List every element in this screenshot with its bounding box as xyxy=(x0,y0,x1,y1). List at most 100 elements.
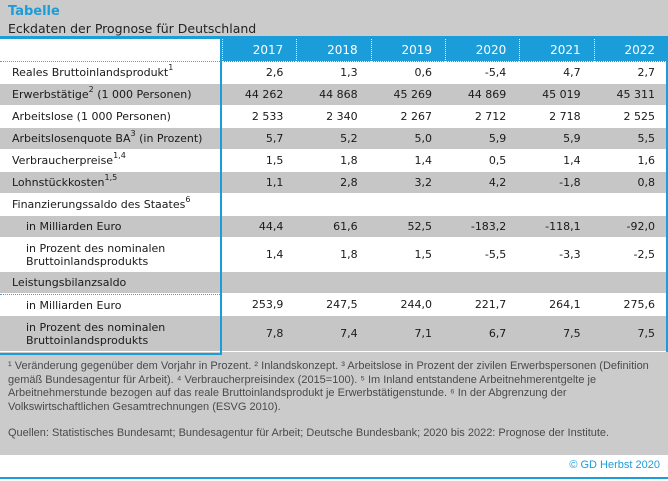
column-header-year: 2020 xyxy=(444,39,520,62)
cell-value xyxy=(444,194,520,216)
footnote-marker: 1,4 xyxy=(113,151,126,161)
footnote-marker: 1 xyxy=(168,63,174,73)
sources-text: Quellen: Statistisches Bundesamt; Bundes… xyxy=(8,427,610,439)
cell-value: 2 267 xyxy=(370,106,445,128)
row-label-text: in Milliarden Euro xyxy=(26,220,122,233)
cell-value: -92,0 xyxy=(593,216,668,238)
cell-value: 0,8 xyxy=(593,172,668,194)
row-label: in Prozent des nominalen Bruttoinlandspr… xyxy=(0,316,222,352)
cell-value: 44 869 xyxy=(444,84,520,106)
row-label: Reales Bruttoinlandsprodukt1 xyxy=(0,62,222,84)
cell-value: 7,1 xyxy=(370,316,445,352)
column-header-year: 2022 xyxy=(593,39,668,62)
row-label: Arbeitslose (1 000 Personen) xyxy=(0,106,222,128)
cell-value: 3,2 xyxy=(370,172,445,194)
cell-value: 1,4 xyxy=(370,150,445,172)
cell-value: 2 525 xyxy=(593,106,668,128)
page-title: Eckdaten der Prognose für Deutschland xyxy=(8,21,257,36)
cell-value: 5,7 xyxy=(222,128,297,150)
row-label-text: Reales Bruttoinlandsprodukt xyxy=(12,66,169,79)
cell-value: 247,5 xyxy=(296,294,371,316)
cell-value: 45 311 xyxy=(593,84,668,106)
cell-value: 7,4 xyxy=(296,316,371,352)
table-row: Finanzierungssaldo des Staates6 xyxy=(0,194,668,216)
cell-value: 44 868 xyxy=(296,84,371,106)
table-header-block: Tabelle Eckdaten der Prognose für Deutsc… xyxy=(0,0,668,36)
cell-value: 2,6 xyxy=(222,62,297,84)
row-label-text: Arbeitslosenquote BA xyxy=(12,132,131,145)
cell-value: 1,8 xyxy=(296,150,371,172)
cell-value: 2 712 xyxy=(444,106,520,128)
cell-value: -3,3 xyxy=(519,238,594,272)
cell-value: 1,5 xyxy=(370,238,445,272)
table-row: Erwerbstätige2 (1 000 Personen) 44 262 44 … xyxy=(0,84,668,106)
cell-value: 1,8 xyxy=(296,238,371,272)
row-label: in Prozent des nominalen Bruttoinlandspr… xyxy=(0,238,222,272)
row-label-suffix: (1 000 Personen) xyxy=(93,88,192,101)
column-header-year: 2018 xyxy=(296,39,371,62)
cell-value: 264,1 xyxy=(519,294,594,316)
notes-block: ¹ Veränderung gegenüber dem Vorjahr in P… xyxy=(0,352,668,441)
cell-value: -118,1 xyxy=(519,216,594,238)
cell-value: 1,4 xyxy=(519,150,594,172)
row-label-text: Finanzierungssaldo des Staates xyxy=(12,198,186,211)
row-label-text: Lohnstückkosten xyxy=(12,176,105,189)
cell-value: 7,8 xyxy=(222,316,297,352)
table-row: Arbeitslosenquote BA3 (in Prozent) 5,7 5,2… xyxy=(0,128,668,150)
table-kicker: Tabelle xyxy=(8,4,60,19)
footnote-marker: 6 xyxy=(185,195,191,205)
cell-value: 5,9 xyxy=(519,128,594,150)
column-header-empty xyxy=(0,39,222,62)
cell-value xyxy=(222,194,297,216)
cell-value: 4,7 xyxy=(519,62,594,84)
table-row: Reales Bruttoinlandsprodukt1 2,6 1,3 0,6 -5,… xyxy=(0,62,668,84)
cell-value: 2 533 xyxy=(222,106,297,128)
row-label-text: Arbeitslose (1 000 Personen) xyxy=(12,110,171,123)
table-row: in Milliarden Euro 253,9 247,5 244,0 221,7 26… xyxy=(0,294,668,316)
footnote-marker: 2 xyxy=(88,85,94,95)
cell-value: -5,4 xyxy=(444,62,520,84)
cell-value: 5,0 xyxy=(370,128,445,150)
cell-value xyxy=(222,272,297,294)
table-row: Lohnstückkosten1,5 1,1 2,8 3,2 4,2 -1,8 0,8 xyxy=(0,172,668,194)
cell-value xyxy=(444,272,520,294)
cell-value: -2,5 xyxy=(593,238,668,272)
forecast-table: 2017 2018 2019 2020 2021 2022 Reales Bruttoin… xyxy=(0,39,668,352)
cell-value: -5,5 xyxy=(444,238,520,272)
cell-value: 1,1 xyxy=(222,172,297,194)
cell-value: 45 019 xyxy=(519,84,594,106)
table-right-rule xyxy=(666,39,668,352)
copyright-stamp: © GD Herbst 2020 xyxy=(569,459,660,471)
cell-value: 1,5 xyxy=(222,150,297,172)
row-label: Leistungsbilanzsaldo xyxy=(0,272,222,294)
cell-value: 2 718 xyxy=(519,106,594,128)
row-label: Lohnstückkosten1,5 xyxy=(0,172,222,194)
table-body: Reales Bruttoinlandsprodukt1 2,6 1,3 0,6 -5,… xyxy=(0,62,668,352)
forecast-table-wrap: 2017 2018 2019 2020 2021 2022 Reales Bruttoin… xyxy=(0,39,668,355)
cell-value: 2 340 xyxy=(296,106,371,128)
table-row: in Prozent des nominalen Bruttoinlandspr… xyxy=(0,238,668,272)
cell-value: 4,2 xyxy=(444,172,520,194)
cell-value: 1,6 xyxy=(593,150,668,172)
cell-value xyxy=(593,272,668,294)
cell-value: 0,5 xyxy=(444,150,520,172)
cell-value: 5,9 xyxy=(444,128,520,150)
table-row: in Prozent des nominalen Bruttoinlandspr… xyxy=(0,316,668,352)
cell-value xyxy=(296,272,371,294)
cell-value: 45 269 xyxy=(370,84,445,106)
table-row: Verbraucherpreise1,4 1,5 1,8 1,4 0,5 1,4 1,6 xyxy=(0,150,668,172)
cell-value: -1,8 xyxy=(519,172,594,194)
title-rule xyxy=(0,36,668,39)
cell-value: 44,4 xyxy=(222,216,297,238)
cell-value: 2,8 xyxy=(296,172,371,194)
cell-value: 6,7 xyxy=(444,316,520,352)
row-label: Verbraucherpreise1,4 xyxy=(0,150,222,172)
cell-value: 275,6 xyxy=(593,294,668,316)
label-column-separator xyxy=(220,39,222,355)
cell-value: 7,5 xyxy=(519,316,594,352)
footnote-marker: 3 xyxy=(130,129,136,139)
row-label: Erwerbstätige2 (1 000 Personen) xyxy=(0,84,222,106)
row-label-text: Erwerbstätige xyxy=(12,88,89,101)
cell-value: 5,5 xyxy=(593,128,668,150)
row-label: in Milliarden Euro xyxy=(0,294,222,316)
